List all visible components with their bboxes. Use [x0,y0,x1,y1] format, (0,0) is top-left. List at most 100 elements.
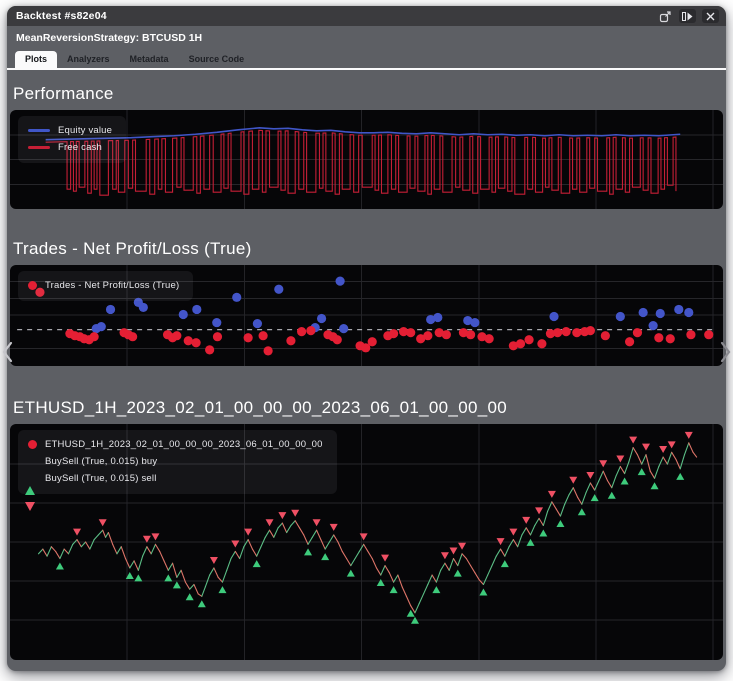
sell-marker [278,512,286,519]
trades-legend: Trades - Net Profit/Loss (True) [18,271,193,301]
scatter-dot-loss [213,332,222,341]
sell-marker [231,540,239,547]
scatter-dot-loss [537,339,546,348]
sell-marker [244,529,252,536]
sell-marker [449,548,457,555]
scatter-dot-profit [179,310,188,319]
scatter-dot-profit [232,293,241,302]
performance-title: Performance [13,84,726,104]
tab-analyzers[interactable]: Analyzers [57,51,120,68]
sell-marker [509,529,517,536]
buy-marker [390,586,398,593]
chevron-left-icon[interactable] [1,340,14,364]
scatter-dot-profit [336,277,345,286]
equity-line-swatch [28,129,50,132]
buy-marker [539,529,547,536]
scatter-dot-profit [684,308,693,317]
sell-marker [522,517,530,524]
trades-chart-panel: Trades - Net Profit/Loss (True) [10,265,723,366]
strategy-subtitle: MeanReversionStrategy: BTCUSD 1H [16,32,202,44]
legend-row-free-cash: Free cash [28,139,112,156]
scatter-dot-profit [139,303,148,312]
buy-marker [347,570,355,577]
buy-marker [253,560,261,567]
scatter-dot-loss [306,326,315,335]
scatter-dot-loss [184,336,193,345]
free-cash-line [46,130,676,195]
buy-marker [56,563,64,570]
scatter-dot-profit [253,319,262,328]
buy-marker [304,548,312,555]
buy-marker [591,494,599,501]
close-icon [706,12,715,21]
buy-marker [432,586,440,593]
sell-marker [685,432,693,439]
tab-metadata[interactable]: Metadata [120,51,179,68]
window-toolbar [658,9,719,23]
scatter-dot-profit [656,309,665,318]
buy-marker [638,468,646,475]
sell-marker [291,510,299,517]
sell-marker [99,519,107,526]
buy-marker [321,553,329,560]
performance-chart-panel: Equity value Free cash [10,110,723,209]
scatter-dot-profit [212,318,221,327]
buy-marker-icon [25,486,35,495]
buy-marker [479,588,487,595]
sell-marker [668,441,676,448]
sell-marker [73,529,81,536]
scatter-dot-loss [601,331,610,340]
scatter-dot-profit [317,314,326,323]
scatter-dot-loss [625,337,634,346]
legend-row-sell: BuySell (True, 0.015) sell [28,470,323,487]
scatter-dot-loss [553,328,562,337]
scatter-dot-loss [686,330,695,339]
close-button[interactable] [702,9,719,23]
tab-plots[interactable]: Plots [15,51,57,68]
buy-marker [164,574,172,581]
run-panel-button[interactable] [679,9,696,23]
ethusd-dot-swatch [28,440,37,449]
scatter-dot-profit [470,318,479,327]
buy-marker [501,560,509,567]
legend-row-trades: Trades - Net Profit/Loss (True) [28,277,179,294]
scatter-dot-profit [616,312,625,321]
ethusd-title: ETHUSD_1H_2023_02_01_00_00_00_2023_06_01… [13,398,726,418]
scatter-dot-loss [128,332,137,341]
title-bar: Backtest #s82e04 [7,6,726,26]
legend-row-buy: BuySell (True, 0.015) buy [28,453,323,470]
scatter-dot-loss [524,335,533,344]
scatter-dot-profit [639,308,648,317]
scatter-dot-loss [264,346,273,355]
sell-marker [642,444,650,451]
buy-marker [556,520,564,527]
buy-marker [621,478,629,485]
scatter-dot-loss [466,330,475,339]
chevron-right-icon[interactable] [719,340,732,364]
scatter-dot-profit [339,324,348,333]
sell-marker [586,472,594,479]
tab-source-code[interactable]: Source Code [179,51,255,68]
scatter-dot-loss [562,327,571,336]
backtest-window: Backtest #s82e04 MeanReversi [7,6,726,671]
scatter-dot-loss [368,337,377,346]
scatter-dot-loss [172,331,181,340]
scatter-dot-loss [333,335,342,344]
buy-marker [377,579,385,586]
sell-marker [616,455,624,462]
share-icon [659,10,672,23]
scatter-dot-loss [666,334,675,343]
buy-marker [173,581,181,588]
scatter-dot-profit [433,313,442,322]
scatter-dot-loss [572,328,581,337]
scatter-dot-loss [389,329,398,338]
scatter-dot-profit [549,312,558,321]
sell-marker [360,533,368,540]
scatter-dot-loss [704,330,713,339]
share-button[interactable] [658,9,673,23]
buy-marker [676,473,684,480]
legend-row-ethusd: ETHUSD_1H_2023_02_01_00_00_00_2023_06_01… [28,436,323,453]
window-title: Backtest #s82e04 [16,10,107,22]
buy-marker [578,508,586,515]
run-panel-icon [682,12,693,21]
